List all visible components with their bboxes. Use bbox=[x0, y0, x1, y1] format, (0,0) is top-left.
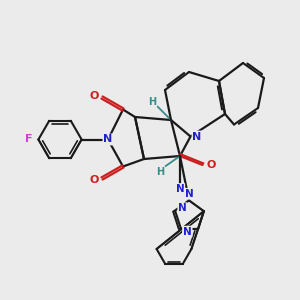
Text: O: O bbox=[90, 175, 99, 185]
Text: N: N bbox=[183, 226, 192, 237]
Text: N: N bbox=[193, 131, 202, 142]
Text: O: O bbox=[206, 160, 216, 170]
Text: H: H bbox=[156, 167, 165, 177]
Text: N: N bbox=[184, 189, 194, 199]
Text: N: N bbox=[178, 203, 187, 213]
Text: O: O bbox=[90, 91, 99, 101]
Text: H: H bbox=[148, 97, 156, 107]
Text: N: N bbox=[176, 184, 184, 194]
Text: N: N bbox=[103, 134, 112, 145]
Text: F: F bbox=[25, 134, 32, 145]
